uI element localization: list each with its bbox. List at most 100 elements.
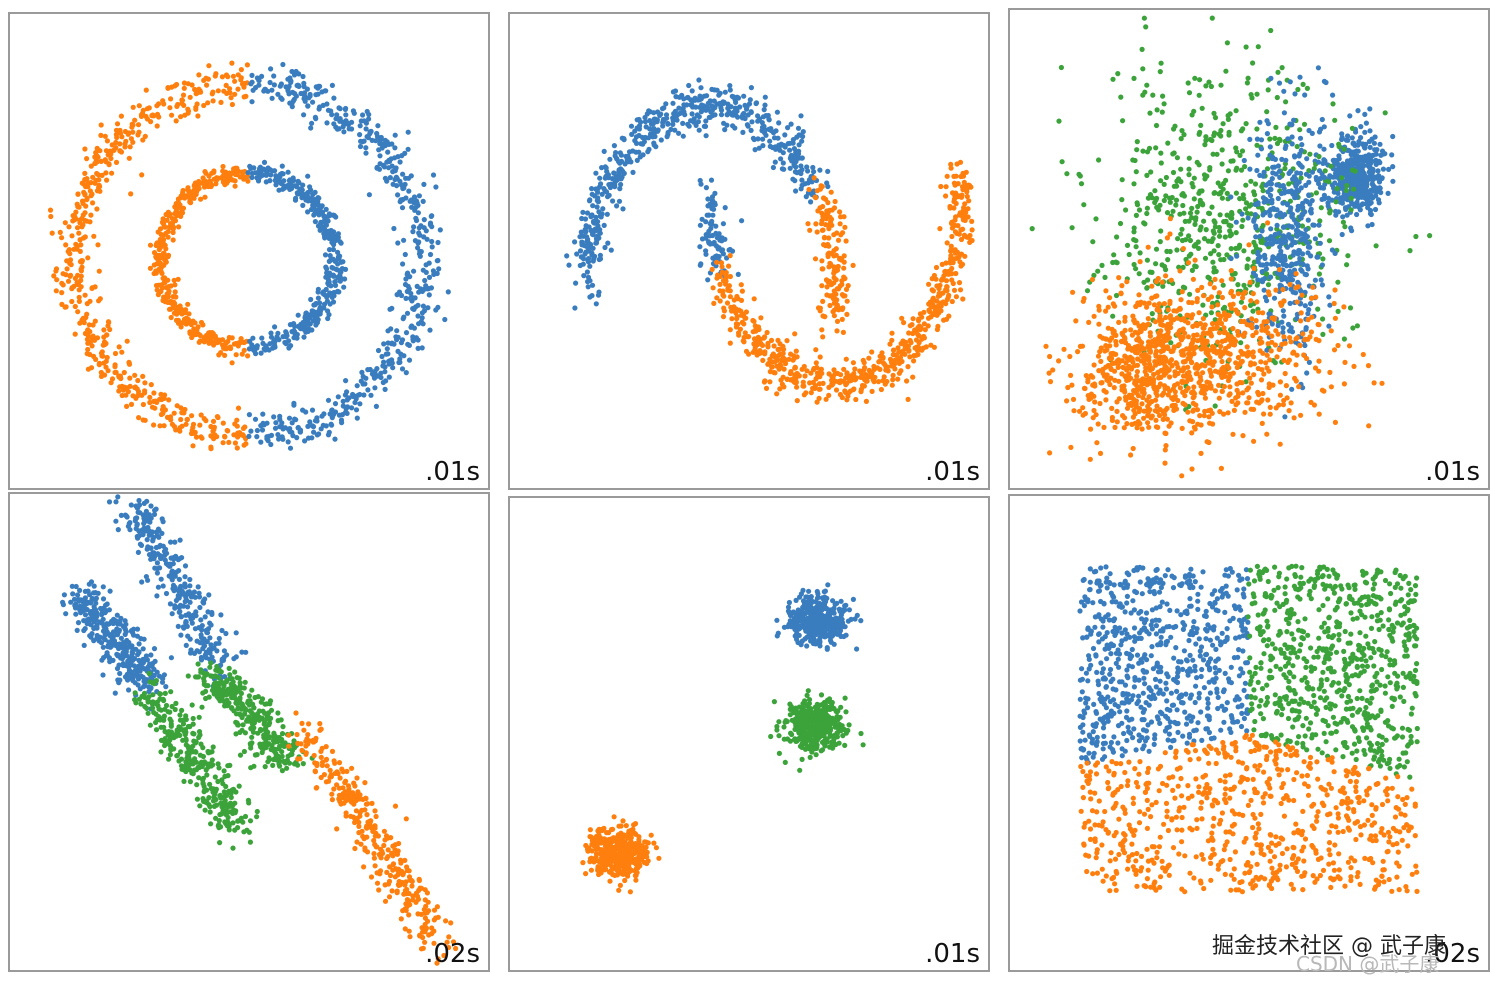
point-orange	[1146, 424, 1152, 430]
point-orange	[930, 296, 936, 302]
point-orange	[820, 227, 826, 233]
point-blue	[721, 120, 727, 126]
point-blue	[293, 331, 299, 337]
point-green	[1238, 167, 1245, 173]
point-orange	[220, 440, 226, 446]
point-blue	[1279, 214, 1285, 220]
point-blue	[315, 295, 321, 301]
point-orange	[102, 157, 108, 163]
point-orange	[82, 217, 88, 224]
point-blue	[788, 121, 794, 127]
point-orange	[1122, 314, 1128, 320]
point-blue	[442, 316, 448, 323]
point-orange	[744, 334, 750, 340]
point-blue	[1293, 176, 1299, 182]
scatter-plot-moons: .01s	[508, 12, 990, 490]
point-orange	[130, 104, 136, 110]
point-blue	[1304, 263, 1310, 269]
point-orange	[169, 223, 175, 229]
point-orange	[765, 344, 771, 350]
point-blue	[620, 168, 626, 174]
point-orange	[140, 401, 146, 408]
point-green	[1315, 306, 1321, 312]
point-blue	[1264, 241, 1270, 247]
point-orange	[925, 323, 931, 329]
point-orange	[743, 309, 749, 315]
point-orange	[902, 346, 908, 352]
point-orange	[951, 287, 958, 293]
point-green	[1340, 219, 1346, 225]
point-blue	[811, 169, 817, 175]
point-blue	[616, 198, 623, 204]
point-green	[1215, 243, 1221, 249]
point-blue	[712, 202, 718, 208]
point-orange	[116, 344, 122, 350]
point-green	[1210, 236, 1216, 242]
point-green	[1221, 256, 1227, 263]
point-orange	[969, 227, 975, 233]
point-green	[1322, 168, 1328, 174]
point-green	[1223, 68, 1229, 74]
point-orange	[851, 386, 857, 392]
point-blue	[276, 187, 282, 193]
point-blue	[314, 432, 320, 438]
point-blue	[698, 261, 704, 267]
point-orange	[54, 277, 60, 283]
point-blue	[319, 89, 325, 95]
point-blue	[264, 420, 270, 426]
point-orange	[808, 390, 814, 396]
point-blue	[709, 86, 715, 92]
point-orange	[203, 170, 209, 176]
point-orange	[239, 351, 245, 357]
point-orange	[772, 359, 778, 365]
point-blue	[1294, 170, 1300, 176]
point-orange	[1126, 371, 1132, 377]
point-blue	[617, 150, 623, 156]
point-blue	[373, 403, 379, 409]
point-orange	[228, 95, 234, 101]
point-blue	[342, 266, 349, 272]
point-blue	[324, 266, 330, 272]
point-blue	[405, 175, 412, 181]
point-blue	[1267, 192, 1274, 199]
point-blue	[1345, 137, 1351, 143]
point-blue	[259, 73, 265, 79]
point-green	[1207, 167, 1213, 173]
point-orange	[113, 127, 120, 133]
point-blue	[640, 152, 646, 158]
point-blue	[601, 222, 607, 228]
point-orange	[124, 338, 130, 344]
point-blue	[1300, 261, 1306, 268]
point-orange	[1097, 400, 1103, 407]
point-green	[1153, 261, 1159, 267]
point-blue	[706, 212, 712, 218]
point-orange	[953, 270, 959, 277]
point-blue	[1352, 142, 1358, 148]
point-blue	[1306, 179, 1312, 185]
point-orange	[1047, 379, 1054, 385]
point-blue	[385, 351, 391, 357]
point-orange	[168, 314, 174, 321]
point-green	[1233, 145, 1239, 151]
point-orange	[215, 175, 221, 181]
point-blue	[341, 284, 347, 290]
point-green	[1212, 190, 1218, 196]
point-green	[1160, 283, 1166, 289]
point-orange	[96, 184, 102, 191]
point-orange	[78, 242, 84, 248]
point-blue	[399, 366, 406, 372]
point-blue	[697, 222, 703, 228]
point-blue	[329, 422, 335, 428]
point-blue	[616, 169, 622, 175]
point-blue	[705, 277, 711, 283]
point-green	[1407, 248, 1413, 254]
point-orange	[916, 340, 922, 346]
point-orange	[138, 113, 145, 119]
point-blue	[332, 436, 338, 442]
point-green	[1218, 127, 1224, 134]
point-orange	[949, 277, 955, 283]
point-orange	[944, 288, 950, 294]
point-blue	[794, 134, 800, 140]
point-orange	[961, 179, 967, 185]
point-green	[1197, 77, 1203, 83]
